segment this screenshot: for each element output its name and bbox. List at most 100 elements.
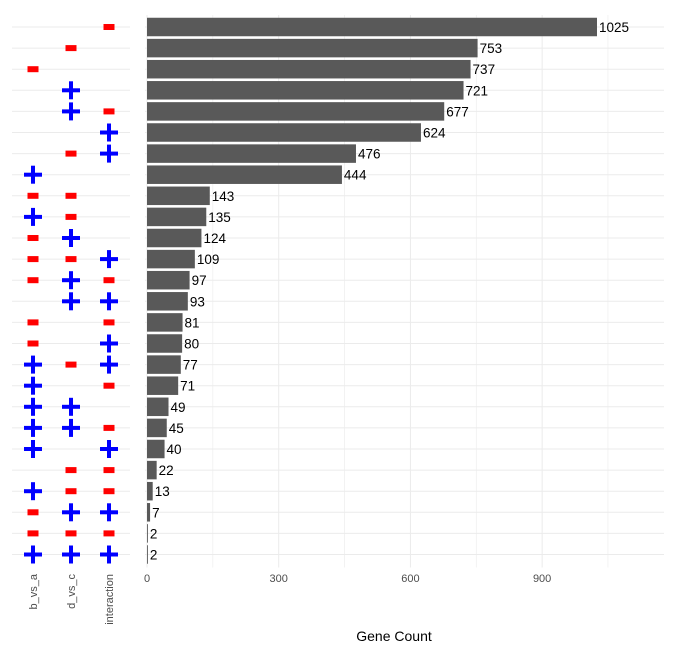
- bar: [147, 292, 188, 311]
- plus-vertical: [107, 334, 111, 353]
- bar: [147, 81, 464, 100]
- minus-icon: [103, 382, 115, 389]
- plus-vertical: [31, 165, 35, 184]
- minus-icon: [65, 467, 77, 474]
- indicator-column-labels: b_vs_a d_vs_c interaction: [28, 573, 116, 625]
- bar: [147, 334, 183, 353]
- minus-icon: [103, 24, 115, 30]
- x-tick-label: 300: [270, 573, 288, 585]
- plus-icon: [100, 144, 118, 163]
- bar: [147, 439, 165, 459]
- indicator-marks: [24, 24, 118, 564]
- bar-value-label: 476: [358, 147, 381, 162]
- plus-vertical: [31, 545, 35, 564]
- plus-icon: [62, 503, 80, 522]
- minus-icon: [103, 108, 115, 115]
- bar-value-label: 721: [466, 83, 489, 98]
- plus-icon: [24, 440, 42, 458]
- bar-value-label: 2: [150, 548, 158, 563]
- bar-value-label: 737: [473, 62, 496, 77]
- minus-icon: [27, 530, 39, 537]
- bar: [147, 186, 210, 206]
- minus-icon: [65, 361, 77, 368]
- bar-value-label: 40: [167, 442, 182, 457]
- bar-value-label: 753: [480, 41, 503, 56]
- minus-icon: [65, 530, 77, 537]
- plus-vertical: [107, 545, 111, 564]
- plus-vertical: [107, 123, 111, 142]
- bar: [147, 59, 471, 79]
- bar-value-label: 143: [212, 189, 235, 204]
- plus-vertical: [31, 355, 35, 374]
- plus-vertical: [31, 376, 35, 395]
- bar: [147, 397, 169, 417]
- plus-vertical: [107, 144, 111, 163]
- bar: [147, 376, 179, 395]
- bar: [147, 38, 478, 58]
- bar-value-label: 109: [197, 252, 220, 267]
- plus-icon: [62, 81, 80, 100]
- plus-icon: [24, 397, 42, 416]
- bar: [147, 249, 195, 269]
- plus-vertical: [69, 229, 73, 247]
- plus-vertical: [31, 418, 35, 437]
- minus-icon: [27, 192, 39, 199]
- plus-icon: [100, 545, 118, 564]
- plus-icon: [62, 102, 80, 121]
- minus-icon: [103, 467, 115, 474]
- plus-icon: [100, 334, 118, 353]
- bar-value-label: 13: [155, 484, 170, 499]
- indicator-column-label: d_vs_c: [66, 574, 78, 609]
- plus-icon: [100, 123, 118, 142]
- bar: [147, 524, 148, 543]
- minus-icon: [65, 488, 77, 495]
- plus-vertical: [69, 418, 73, 437]
- bar: [147, 165, 342, 184]
- indicator-column-label: b_vs_a: [28, 573, 40, 609]
- plus-vertical: [107, 250, 111, 269]
- minus-icon: [103, 319, 115, 326]
- bar-value-label: 71: [180, 379, 195, 394]
- plus-icon: [100, 355, 118, 374]
- bar-value-label: 124: [203, 231, 226, 246]
- minus-icon: [65, 150, 77, 157]
- bar: [147, 144, 356, 163]
- plus-icon: [100, 292, 118, 311]
- plus-icon: [100, 440, 118, 458]
- plus-icon: [24, 207, 42, 226]
- plus-vertical: [69, 292, 73, 311]
- plus-icon: [62, 418, 80, 437]
- indicator-column-label: interaction: [104, 574, 116, 625]
- minus-icon: [27, 277, 39, 284]
- plus-icon: [62, 229, 80, 247]
- plus-vertical: [31, 482, 35, 501]
- x-axis: 0 300 600 900: [144, 573, 551, 585]
- plus-vertical: [31, 397, 35, 416]
- bar: [147, 545, 148, 564]
- plus-icon: [62, 271, 80, 290]
- bar-value-label: 7: [152, 505, 160, 520]
- plus-vertical: [69, 271, 73, 290]
- bar-value-label: 97: [192, 273, 207, 288]
- bar-value-label: 45: [169, 421, 184, 436]
- x-axis-title: Gene Count: [356, 628, 432, 644]
- x-tick-label: 900: [533, 573, 551, 585]
- plus-icon: [62, 292, 80, 311]
- plus-icon: [24, 355, 42, 374]
- bar: [147, 123, 421, 142]
- bar-value-label: 93: [190, 294, 205, 309]
- bar-value-label: 22: [159, 463, 174, 478]
- bar: [147, 313, 183, 332]
- bar-value-label: 444: [344, 168, 367, 183]
- minus-icon: [65, 213, 77, 220]
- plus-icon: [24, 418, 42, 437]
- plus-vertical: [31, 207, 35, 226]
- minus-icon: [27, 319, 39, 326]
- minus-icon: [65, 45, 77, 52]
- bar-value-label: 2: [150, 526, 158, 541]
- x-tick-label: 0: [144, 573, 150, 585]
- minus-icon: [27, 340, 39, 347]
- plus-vertical: [31, 440, 35, 458]
- bar: [147, 481, 153, 501]
- plus-icon: [62, 545, 80, 564]
